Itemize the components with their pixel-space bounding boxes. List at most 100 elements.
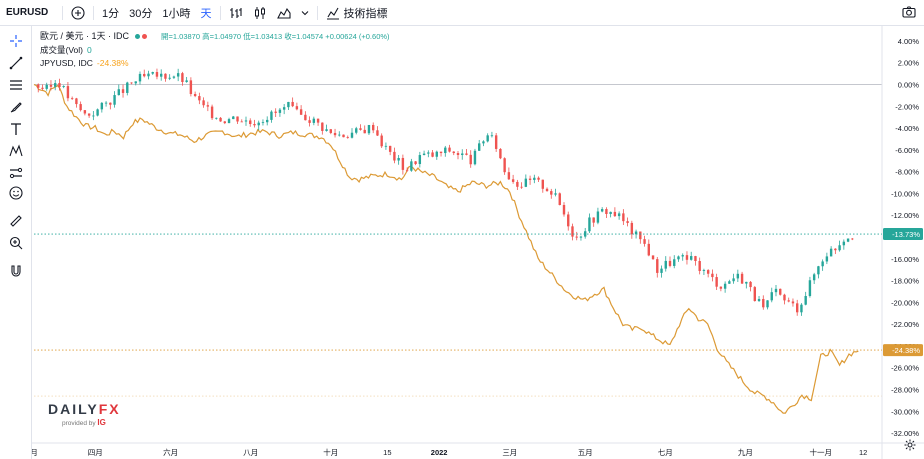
candle-body — [647, 243, 650, 256]
candle-body — [66, 86, 70, 99]
x-tick-label: 九月 — [738, 448, 753, 457]
candle-body — [791, 301, 795, 304]
candle-body — [206, 105, 210, 107]
series-title: 歐元 / 美元 · 1天 · IDC — [40, 31, 130, 41]
candle-body — [698, 261, 701, 271]
candle-body — [634, 231, 638, 235]
crosshair-tool[interactable] — [6, 32, 26, 50]
indicators-button[interactable]: 技術指標 — [321, 0, 393, 26]
candle-body — [70, 98, 74, 100]
fib-tool[interactable] — [6, 76, 26, 94]
screenshot-button[interactable] — [902, 5, 916, 22]
x-tick-label: 七月 — [658, 448, 673, 457]
emoji-tool[interactable] — [6, 184, 26, 202]
bar-style-button[interactable] — [224, 0, 248, 26]
candle-body — [355, 128, 358, 133]
candle-body — [121, 89, 125, 93]
text-tool[interactable] — [6, 120, 26, 138]
candle-body — [821, 261, 824, 267]
candle-body — [673, 259, 676, 266]
candle-body — [219, 117, 222, 122]
candle-body — [41, 87, 44, 89]
pattern-tool[interactable] — [6, 142, 26, 160]
candle-body — [49, 84, 53, 87]
candle-body — [796, 303, 799, 313]
y-tick-label: -16.00% — [891, 255, 919, 264]
candle-body — [181, 73, 184, 83]
magnet-icon — [11, 265, 21, 277]
brush-tool[interactable] — [6, 98, 26, 116]
candle-body — [431, 152, 434, 157]
interval-1d-button[interactable]: 天 — [200, 7, 212, 20]
candle-body — [155, 72, 159, 77]
measure-tool[interactable] — [6, 212, 26, 230]
candle-body — [579, 236, 583, 238]
magnet-tool[interactable] — [6, 262, 26, 280]
toolbar-divider — [316, 5, 318, 20]
candle-body — [312, 118, 316, 123]
add-symbol-button[interactable] — [66, 0, 90, 26]
candle-body — [274, 111, 277, 113]
candle-body — [227, 119, 231, 124]
area-chart-icon — [276, 7, 291, 19]
dailyfx-watermark: DAILYFX provided by IG — [48, 401, 121, 427]
chart-style-dropdown[interactable] — [296, 0, 314, 26]
time-axis[interactable]: 月 四月 六月 八月 十月 15 2022 三月 五月 七月 九月 十一月 12 — [32, 442, 924, 457]
price-chart[interactable]: 4.00% 2.00% 0.00% -2.00% -4.00% -6.00% -8.00% -… — [32, 26, 924, 459]
candle-body — [800, 304, 803, 313]
candle-body — [96, 109, 99, 116]
candle-body — [503, 158, 506, 173]
zoom-tool[interactable] — [6, 234, 26, 252]
candle-body — [363, 129, 366, 134]
interval-30m-button[interactable]: 30分 — [129, 7, 153, 20]
candle-body — [528, 178, 532, 180]
candle-body — [545, 188, 549, 192]
candle-body — [456, 153, 460, 156]
candle-body — [706, 270, 710, 274]
candle-body — [223, 121, 226, 124]
smiley-icon — [9, 186, 23, 200]
candle-body — [812, 274, 816, 281]
compare-legend[interactable]: JPYUSD, IDC -24.38% — [40, 57, 390, 71]
candle-body — [804, 295, 807, 305]
candle-body — [350, 132, 354, 138]
candle-body — [846, 238, 850, 242]
chevron-down-icon — [301, 10, 308, 15]
jpyusd-line — [33, 83, 859, 414]
area-style-button[interactable] — [272, 0, 296, 26]
symbol-search-button[interactable]: EURUSD — [6, 7, 49, 18]
y-tick-label: -26.00% — [891, 364, 919, 373]
candle-body — [702, 270, 706, 271]
candle-style-button[interactable] — [248, 0, 272, 26]
main-series-legend[interactable]: 歐元 / 美元 · 1天 · IDC 開=1.03870 高=1.04970 低… — [40, 30, 390, 44]
candle-body — [562, 204, 566, 215]
candle-body — [393, 151, 396, 161]
candle-body — [494, 135, 498, 149]
candle-body — [54, 83, 57, 87]
candle-body — [104, 102, 108, 104]
x-tick-label: 六月 — [163, 447, 178, 457]
candle-body — [291, 101, 294, 107]
candle-body — [109, 102, 112, 105]
candle-body — [168, 77, 171, 79]
candle-body — [511, 179, 515, 182]
chart-settings-button[interactable] — [904, 438, 916, 456]
candle-body — [694, 256, 697, 262]
candle-body — [414, 161, 417, 165]
y-tick-label: -8.00% — [895, 168, 919, 177]
candle-body — [236, 116, 239, 122]
interval-1m-button[interactable]: 1分 — [102, 7, 120, 20]
candle-body — [147, 73, 150, 77]
price-axis[interactable]: 4.00% 2.00% 0.00% -2.00% -4.00% -6.00% -8.00% -… — [881, 26, 919, 459]
candle-body — [62, 86, 65, 88]
volume-legend[interactable]: 成交量(Vol) 0 — [40, 44, 390, 58]
candle-body — [613, 211, 617, 217]
trend-line-tool[interactable] — [6, 54, 26, 72]
candle-body — [588, 217, 591, 232]
forecast-tool[interactable] — [6, 164, 26, 182]
eurusd-candle-series — [37, 68, 854, 316]
candle-body — [405, 169, 409, 171]
candle-body — [329, 129, 332, 133]
interval-1h-button[interactable]: 1小時 — [162, 7, 191, 20]
candle-body — [677, 256, 680, 260]
